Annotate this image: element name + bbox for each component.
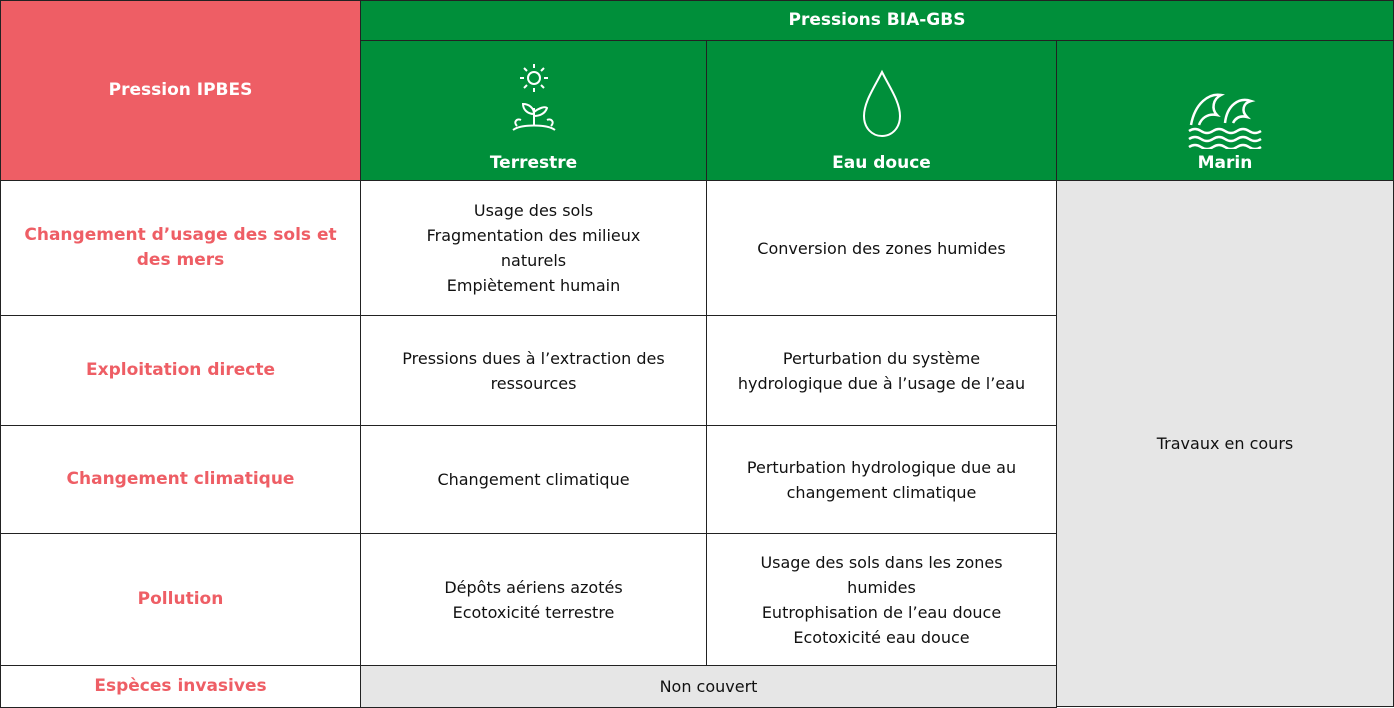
terrestre-cell: Pressions dues à l’extraction des ressou… (360, 315, 707, 426)
terrestre-cell: Changement climatique (360, 425, 707, 534)
cell-text: Exploitation directe (86, 360, 275, 380)
row-label: Changement climatique (0, 425, 361, 534)
cell-text: Changement climatique (66, 469, 295, 489)
cell-text: Usage des sols dans les zones humides (760, 552, 1003, 597)
column-header: Terrestre (360, 40, 707, 181)
terrestre-cell: Usage des sols Fragmentation des milieux … (360, 180, 707, 316)
cell-text: Changement climatique (437, 470, 630, 489)
eau-douce-cell: Conversion des zones humides (706, 180, 1057, 316)
marin-cell: Travaux en cours (1056, 180, 1394, 707)
column-header: Eau douce (706, 40, 1057, 181)
eau-douce-cell: Usage des sols dans les zones humides Eut… (706, 533, 1057, 666)
row-label: Exploitation directe (0, 315, 361, 426)
cell-text: Ecotoxicité eau douce (793, 627, 970, 647)
row-label: Changement d’usage des sols et des mers (0, 180, 361, 316)
row-label: Pollution (0, 533, 361, 666)
eau-douce-cell: Perturbation hydrologique due au changem… (706, 425, 1057, 534)
cell-text: Empiètement humain (446, 276, 621, 295)
terrestre-icon (511, 64, 556, 131)
cell-text: Perturbation hydrologique due au changem… (746, 457, 1017, 502)
column-text: Terrestre (489, 153, 578, 173)
shared-cell: Non couvert (360, 665, 1057, 708)
eau-douce-icon (862, 69, 901, 138)
column-text: Eau douce (832, 153, 931, 173)
cell-text: Conversion des zones humides (757, 238, 1006, 258)
corner-header: Pression IPBES (0, 0, 361, 181)
cell-text: Dépôts aériens azotés (444, 577, 623, 597)
group-header: Pressions BIA-GBS (360, 0, 1394, 41)
cell-text: Fragmentation des milieux naturels (426, 226, 641, 270)
eau-douce-cell: Perturbation du système hydrologique due… (706, 315, 1057, 426)
group-text: Pressions BIA-GBS (788, 10, 966, 30)
column-header: Marin (1056, 40, 1394, 181)
terrestre-cell: Dépôts aériens azotés Ecotoxicité terrest… (360, 533, 707, 666)
cell-text: Espèces invasives (94, 676, 267, 696)
cell-text: Eutrophisation de l’eau douce (761, 602, 1002, 622)
cell-text: Pollution (137, 589, 224, 609)
marin-icon (1188, 93, 1262, 149)
corner-text: Pression IPBES (108, 80, 253, 100)
column-text: Marin (1197, 153, 1253, 173)
cell-text: Perturbation du système hydrologique due… (737, 348, 1026, 393)
row-label: Espèces invasives (0, 665, 361, 708)
cell-text: Changement d’usage des sols et des mers (24, 225, 337, 270)
cell-text: Pressions dues à l’extraction des ressou… (402, 348, 665, 393)
cell-text: Non couvert (659, 677, 758, 696)
cell-text: Travaux en cours (1156, 434, 1294, 453)
cell-text: Ecotoxicité terrestre (452, 602, 615, 622)
cell-text: Usage des sols (473, 201, 594, 220)
